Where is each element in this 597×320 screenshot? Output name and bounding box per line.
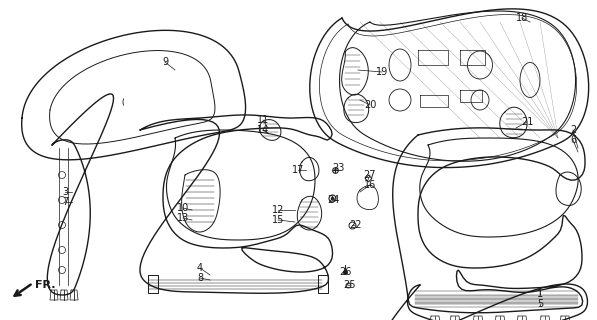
Text: 20: 20 [364,100,376,110]
Text: 21: 21 [521,117,533,127]
Text: 18: 18 [516,13,528,23]
Text: 6: 6 [570,135,576,145]
Text: 2: 2 [570,125,576,135]
Text: 3: 3 [62,187,68,197]
Text: 15: 15 [272,215,284,225]
Text: 13: 13 [177,213,189,223]
Text: 14: 14 [257,125,269,135]
Text: 4: 4 [197,263,203,273]
Text: 22: 22 [349,220,361,230]
Text: 10: 10 [177,203,189,213]
Text: 7: 7 [62,197,68,207]
Text: 12: 12 [272,205,284,215]
Text: 26: 26 [339,267,351,277]
Text: 9: 9 [162,57,168,67]
Text: 11: 11 [257,115,269,125]
Text: FR.: FR. [35,280,56,290]
Text: 8: 8 [197,273,203,283]
Text: 24: 24 [327,195,339,205]
Text: 17: 17 [292,165,304,175]
Text: 25: 25 [344,280,356,290]
Text: 5: 5 [537,299,543,309]
Text: 1: 1 [537,289,543,299]
Text: 16: 16 [364,180,376,190]
Text: 27: 27 [364,170,376,180]
Text: 23: 23 [332,163,344,173]
Text: 19: 19 [376,67,388,77]
